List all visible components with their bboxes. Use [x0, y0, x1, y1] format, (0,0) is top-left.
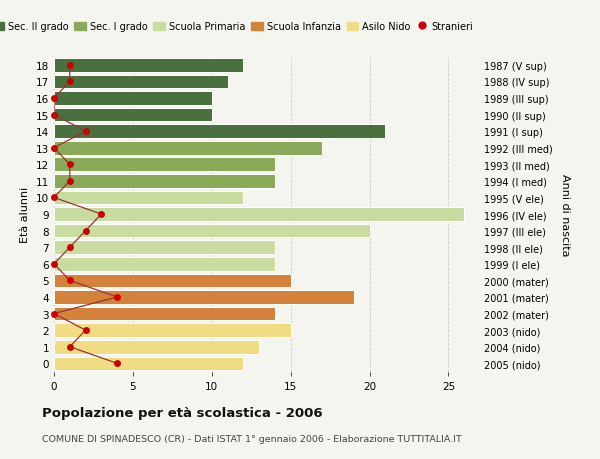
Bar — [54, 291, 354, 304]
Point — [65, 62, 74, 69]
Point — [65, 277, 74, 285]
Bar — [54, 75, 227, 89]
Bar — [54, 108, 212, 122]
Point — [49, 261, 59, 268]
Point — [112, 294, 122, 301]
Bar — [54, 307, 275, 321]
Y-axis label: Età alunni: Età alunni — [20, 186, 31, 243]
Point — [49, 95, 59, 102]
Point — [81, 327, 91, 334]
Bar — [54, 241, 275, 254]
Bar — [54, 324, 290, 337]
Text: COMUNE DI SPINADESCO (CR) - Dati ISTAT 1° gennaio 2006 - Elaborazione TUTTITALIA: COMUNE DI SPINADESCO (CR) - Dati ISTAT 1… — [42, 434, 462, 443]
Point — [65, 78, 74, 86]
Bar — [54, 257, 275, 271]
Bar — [54, 59, 244, 73]
Point — [49, 112, 59, 119]
Bar — [54, 191, 244, 205]
Bar — [54, 175, 275, 188]
Point — [97, 211, 106, 218]
Bar — [54, 142, 322, 155]
Point — [49, 310, 59, 318]
Point — [65, 161, 74, 168]
Bar — [54, 208, 464, 221]
Bar — [54, 125, 385, 139]
Point — [49, 145, 59, 152]
Point — [112, 360, 122, 367]
Point — [65, 244, 74, 252]
Point — [65, 343, 74, 351]
Bar — [54, 274, 290, 287]
Legend: Sec. II grado, Sec. I grado, Scuola Primaria, Scuola Infanzia, Asilo Nido, Stran: Sec. II grado, Sec. I grado, Scuola Prim… — [0, 18, 478, 36]
Text: Popolazione per età scolastica - 2006: Popolazione per età scolastica - 2006 — [42, 406, 323, 419]
Point — [65, 178, 74, 185]
Y-axis label: Anni di nascita: Anni di nascita — [560, 174, 569, 256]
Bar — [54, 224, 370, 238]
Bar — [54, 357, 244, 370]
Bar — [54, 92, 212, 106]
Bar — [54, 158, 275, 172]
Point — [49, 194, 59, 202]
Point — [81, 228, 91, 235]
Bar — [54, 340, 259, 354]
Point — [81, 128, 91, 135]
